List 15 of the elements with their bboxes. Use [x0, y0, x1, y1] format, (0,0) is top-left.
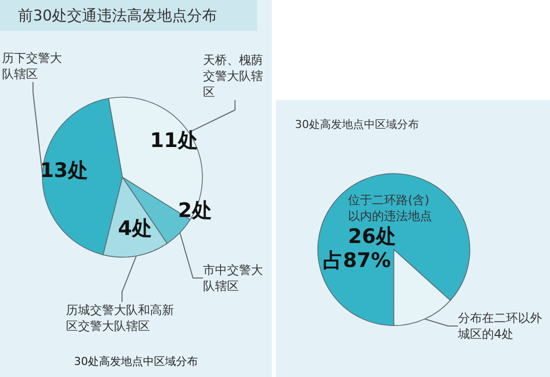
data-label: 2处	[178, 198, 212, 222]
slice-label: 位于二环路(含)以内的违法地点	[348, 193, 432, 223]
text: 占87%	[323, 248, 391, 272]
chart-title: 前30处交通违法高发地点分布	[18, 6, 218, 24]
slice-label: 历城交警大队和高新区交警大队辖区	[66, 303, 174, 333]
data-label: 11处	[150, 128, 198, 152]
data-label: 13处	[40, 158, 88, 182]
slice-label: 市中交警大队辖区	[203, 263, 263, 293]
data-label: 26处	[348, 224, 396, 248]
text: 30处高发地点中区域分布	[74, 355, 198, 368]
slice-label: 历下交警大队辖区	[2, 51, 62, 81]
data-label: 4处	[118, 216, 152, 240]
slice-label: 分布在二环以外城区的4处	[457, 311, 542, 341]
slice-label: 天桥、槐荫交警大队辖区	[203, 53, 263, 99]
chart-title: 30处高发地点中区域分布	[295, 118, 419, 131]
